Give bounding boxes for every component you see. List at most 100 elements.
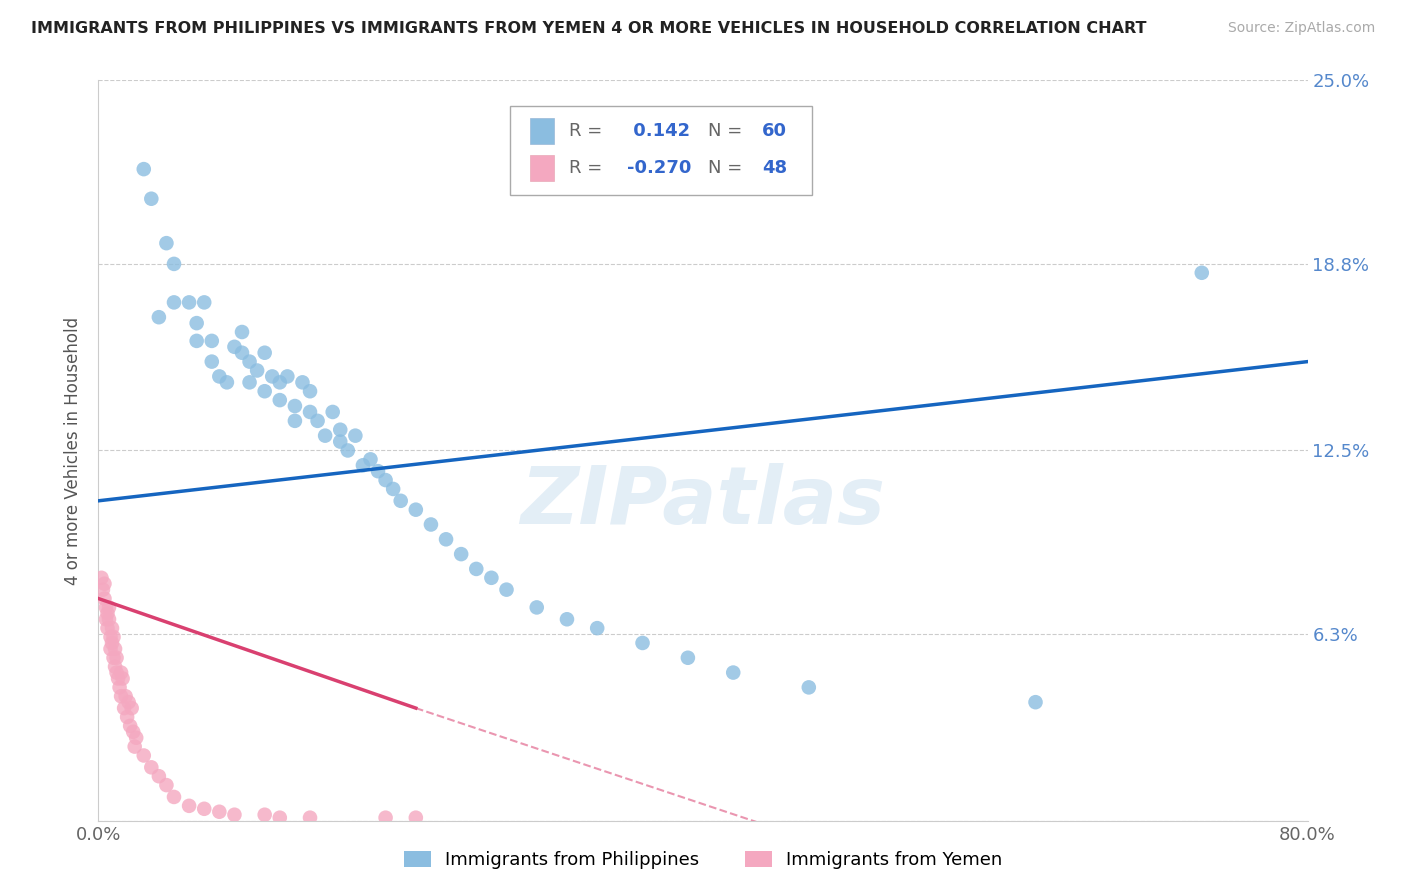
- FancyBboxPatch shape: [530, 118, 554, 144]
- Point: [91, 582, 114, 597]
- Text: 0.142: 0.142: [627, 121, 690, 140]
- Point: [239, 354, 262, 368]
- Point: [111, 672, 134, 686]
- Point: [555, 612, 578, 626]
- Text: 60: 60: [762, 121, 787, 140]
- Point: [405, 811, 427, 825]
- Point: [382, 482, 405, 496]
- Point: [179, 798, 201, 813]
- Point: [314, 428, 336, 442]
- Point: [299, 384, 322, 399]
- Point: [276, 369, 298, 384]
- Point: [253, 345, 276, 359]
- Point: [101, 621, 124, 635]
- Point: [224, 807, 246, 822]
- Point: [495, 582, 517, 597]
- Point: [329, 434, 352, 449]
- Text: N =: N =: [707, 121, 742, 140]
- Point: [132, 748, 155, 763]
- Point: [186, 334, 208, 348]
- Point: [201, 354, 224, 368]
- Point: [336, 443, 359, 458]
- Point: [246, 363, 269, 377]
- Point: [94, 600, 117, 615]
- Point: [420, 517, 443, 532]
- Point: [253, 807, 276, 822]
- Point: [291, 376, 314, 390]
- Point: [94, 612, 117, 626]
- Text: N =: N =: [707, 159, 742, 177]
- Point: [132, 162, 155, 177]
- Text: IMMIGRANTS FROM PHILIPPINES VS IMMIGRANTS FROM YEMEN 4 OR MORE VEHICLES IN HOUSE: IMMIGRANTS FROM PHILIPPINES VS IMMIGRANT…: [31, 21, 1146, 36]
- Point: [148, 769, 170, 783]
- FancyBboxPatch shape: [530, 154, 554, 180]
- Point: [299, 405, 322, 419]
- Point: [100, 630, 122, 644]
- Point: [215, 376, 238, 390]
- Point: [269, 393, 291, 408]
- Point: [100, 641, 122, 656]
- Point: [208, 369, 231, 384]
- Point: [124, 739, 146, 754]
- Point: [526, 600, 548, 615]
- Point: [262, 369, 284, 384]
- Point: [329, 423, 352, 437]
- Point: [299, 811, 322, 825]
- Point: [269, 376, 291, 390]
- Point: [352, 458, 374, 473]
- Point: [405, 502, 427, 516]
- Point: [121, 701, 143, 715]
- Point: [108, 681, 131, 695]
- Point: [103, 650, 125, 665]
- Point: [98, 612, 121, 626]
- Legend: Immigrants from Philippines, Immigrants from Yemen: Immigrants from Philippines, Immigrants …: [395, 842, 1011, 879]
- Point: [96, 607, 118, 621]
- Text: R =: R =: [569, 159, 602, 177]
- Point: [586, 621, 609, 635]
- Point: [450, 547, 472, 561]
- Point: [112, 701, 135, 715]
- Point: [105, 650, 128, 665]
- Point: [284, 414, 307, 428]
- Point: [90, 571, 112, 585]
- Text: ZIPatlas: ZIPatlas: [520, 463, 886, 541]
- Point: [101, 636, 124, 650]
- Point: [96, 621, 118, 635]
- Point: [676, 650, 699, 665]
- Point: [155, 236, 177, 251]
- Point: [115, 710, 138, 724]
- Point: [163, 789, 186, 804]
- Point: [163, 257, 186, 271]
- Point: [201, 334, 224, 348]
- Point: [186, 316, 208, 330]
- Point: [465, 562, 488, 576]
- Point: [155, 778, 177, 792]
- Point: [253, 384, 276, 399]
- Point: [98, 600, 121, 615]
- Point: [114, 690, 136, 704]
- Point: [1024, 695, 1046, 709]
- Point: [105, 665, 128, 680]
- Point: [434, 533, 457, 547]
- Point: [631, 636, 654, 650]
- Point: [797, 681, 820, 695]
- Point: [208, 805, 231, 819]
- Point: [103, 630, 125, 644]
- Point: [374, 811, 396, 825]
- Point: [141, 192, 163, 206]
- Point: [284, 399, 307, 413]
- Point: [224, 340, 246, 354]
- Point: [389, 493, 412, 508]
- Point: [322, 405, 344, 419]
- Point: [344, 428, 367, 442]
- Point: [239, 376, 262, 390]
- Point: [125, 731, 148, 745]
- Y-axis label: 4 or more Vehicles in Household: 4 or more Vehicles in Household: [65, 317, 83, 584]
- Point: [193, 295, 215, 310]
- Point: [307, 414, 329, 428]
- Point: [269, 811, 291, 825]
- Point: [118, 695, 141, 709]
- Text: 48: 48: [762, 159, 787, 177]
- Point: [231, 345, 253, 359]
- Point: [120, 719, 142, 733]
